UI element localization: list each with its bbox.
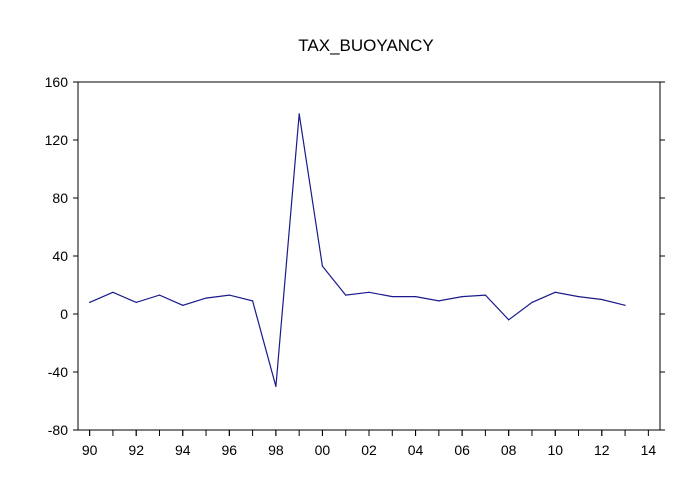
x-tick-label: 92 — [128, 442, 144, 458]
series-layer — [89, 113, 626, 388]
data-point — [624, 304, 626, 306]
y-tick-label: -80 — [48, 422, 68, 438]
x-tick-label: 06 — [454, 442, 470, 458]
chart-title: TAX_BUOYANCY — [298, 36, 433, 55]
plot-frame — [77, 81, 661, 431]
data-point — [438, 300, 440, 302]
data-point — [601, 298, 603, 301]
x-tick-label: 96 — [222, 442, 238, 458]
data-point — [252, 300, 254, 302]
plot-border — [77, 81, 661, 431]
x-tick-label: 90 — [82, 442, 98, 458]
x-tick-label: 98 — [268, 442, 284, 458]
x-tick-label: 04 — [408, 442, 424, 458]
y-tick-label: 160 — [45, 74, 69, 90]
data-point — [89, 301, 91, 303]
data-point — [554, 291, 556, 293]
data-point — [368, 291, 370, 293]
data-point — [135, 301, 137, 303]
data-point — [158, 294, 161, 296]
y-tick-label: 0 — [60, 306, 68, 322]
data-point — [321, 265, 323, 267]
data-point — [298, 113, 300, 115]
data-point — [531, 301, 533, 303]
data-point — [577, 296, 580, 298]
data-point — [484, 294, 486, 296]
data-point — [461, 296, 463, 298]
data-point — [205, 297, 207, 299]
y-axis: -80 -40 0 40 80 120 160 — [45, 74, 665, 438]
y-tick-label: -40 — [48, 364, 68, 380]
x-tick-label: 12 — [594, 442, 610, 458]
y-tick-label: 120 — [45, 132, 69, 148]
x-tick-label: 14 — [641, 442, 657, 458]
x-tick-label: 08 — [501, 442, 517, 458]
data-point — [415, 296, 417, 298]
data-point — [182, 304, 184, 306]
x-tick-label: 10 — [547, 442, 563, 458]
x-axis: 90 92 94 96 98 00 02 04 06 08 10 12 14 — [82, 430, 657, 458]
data-point — [391, 296, 393, 298]
x-tick-label: 02 — [361, 442, 377, 458]
data-point — [112, 291, 114, 293]
series-line — [89, 113, 626, 387]
data-point — [345, 294, 347, 296]
y-tick-label: 80 — [52, 190, 68, 206]
x-tick-label: 00 — [315, 442, 331, 458]
data-point — [275, 385, 277, 388]
data-point — [508, 319, 510, 321]
y-tick-label: 40 — [52, 248, 68, 264]
x-tick-label: 94 — [175, 442, 191, 458]
data-point — [228, 294, 230, 296]
